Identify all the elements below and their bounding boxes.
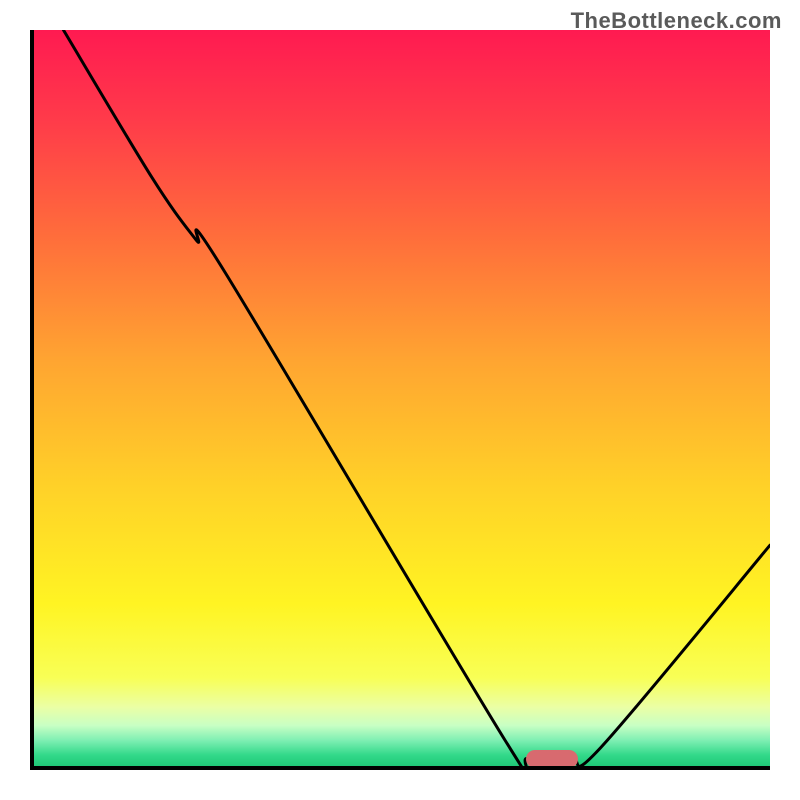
bottleneck-marker (526, 750, 578, 768)
curve-line (34, 30, 770, 766)
plot-area (30, 30, 770, 770)
